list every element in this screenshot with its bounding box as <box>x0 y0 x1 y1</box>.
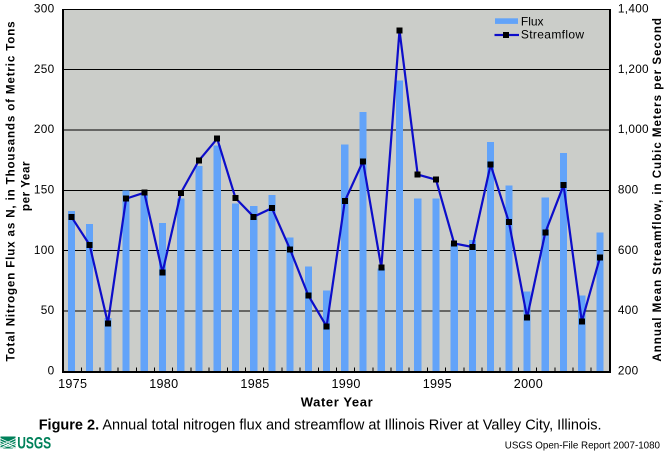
svg-text:Streamflow: Streamflow <box>521 28 585 42</box>
svg-text:800: 800 <box>618 183 639 197</box>
svg-text:Water Year: Water Year <box>301 395 374 410</box>
svg-text:1995: 1995 <box>423 377 452 391</box>
svg-text:200: 200 <box>618 364 639 378</box>
svg-text:150: 150 <box>34 183 55 197</box>
svg-text:400: 400 <box>618 303 639 317</box>
svg-text:Flux: Flux <box>521 15 544 29</box>
svg-text:per Year: per Year <box>20 161 33 211</box>
svg-text:100: 100 <box>34 243 55 257</box>
svg-text:1975: 1975 <box>58 377 87 391</box>
svg-text:1,200: 1,200 <box>618 62 649 76</box>
svg-text:Total Nitrogen Flux as N, in T: Total Nitrogen Flux as N, in Thousands o… <box>5 21 18 362</box>
svg-text:USGS: USGS <box>17 434 51 453</box>
svg-text:Annual Mean Streamflow, in Cub: Annual Mean Streamflow, in Cubic Meters … <box>651 17 664 362</box>
svg-text:50: 50 <box>41 303 55 317</box>
svg-text:1980: 1980 <box>149 377 178 391</box>
svg-text:300: 300 <box>34 2 55 16</box>
svg-text:250: 250 <box>34 62 55 76</box>
svg-text:Figure 2. Annual total nitroge: Figure 2. Annual total nitrogen flux and… <box>39 418 602 434</box>
svg-text:1990: 1990 <box>331 377 360 391</box>
svg-text:1,000: 1,000 <box>618 122 649 136</box>
svg-text:0: 0 <box>48 364 55 378</box>
svg-text:1985: 1985 <box>240 377 269 391</box>
svg-text:USGS Open-File Report 2007-108: USGS Open-File Report 2007-1080 <box>505 441 661 452</box>
svg-text:200: 200 <box>34 122 55 136</box>
svg-text:600: 600 <box>618 243 639 257</box>
svg-text:1,400: 1,400 <box>618 2 649 16</box>
svg-text:2000: 2000 <box>514 377 543 391</box>
